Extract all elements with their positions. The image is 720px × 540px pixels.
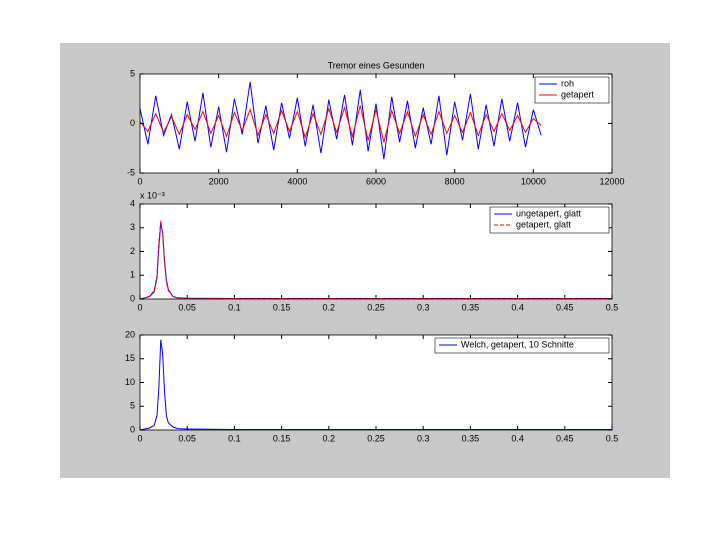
data-line <box>139 105 542 143</box>
legend-box <box>489 206 610 234</box>
y-tick-label: 10 <box>125 377 135 387</box>
y-tick-label: 20 <box>125 329 135 339</box>
legend-box <box>534 76 610 104</box>
x-tick-label: 0.4 <box>511 302 524 312</box>
y-tick-label: 4 <box>130 198 135 208</box>
y-tick-label: 15 <box>125 353 135 363</box>
legend-label: roh <box>561 78 574 88</box>
chart-title: Tremor eines Gesunden <box>328 60 425 70</box>
y-tick-label: 2 <box>130 246 135 256</box>
x-tick-label: 0.3 <box>417 433 430 443</box>
x-tick-label: 0 <box>137 176 142 186</box>
x-tick-label: 0.35 <box>462 302 480 312</box>
data-line <box>139 220 612 300</box>
y-tick-label: 0 <box>130 293 135 303</box>
x-tick-label: 6000 <box>366 176 386 186</box>
x-tick-label: 0.3 <box>417 302 430 312</box>
x-tick-label: 2000 <box>209 176 229 186</box>
x-tick-label: 0.5 <box>606 433 619 443</box>
x-tick-label: 0.15 <box>273 433 291 443</box>
x-tick-label: 0.45 <box>556 302 574 312</box>
x-tick-label: 0.05 <box>178 433 196 443</box>
x-tick-label: 0.5 <box>606 302 619 312</box>
x-tick-label: 0.15 <box>273 302 291 312</box>
data-line <box>139 81 542 160</box>
x-tick-label: 0.25 <box>367 302 385 312</box>
axes-background <box>140 74 612 173</box>
legend-box <box>434 337 610 354</box>
y-exponent: x 10⁻³ <box>140 190 165 200</box>
x-tick-label: 8000 <box>445 176 465 186</box>
x-tick-label: 4000 <box>287 176 307 186</box>
x-tick-label: 0.45 <box>556 433 574 443</box>
y-tick-label: 5 <box>130 68 135 78</box>
legend-label: getapert <box>561 89 595 99</box>
y-tick-label: 1 <box>130 270 135 280</box>
data-line <box>139 339 612 431</box>
x-tick-label: 0.2 <box>323 302 336 312</box>
x-tick-label: 0.1 <box>228 302 241 312</box>
x-tick-label: 10000 <box>521 176 546 186</box>
x-tick-label: 0 <box>137 302 142 312</box>
x-tick-label: 12000 <box>599 176 624 186</box>
x-tick-label: 0.25 <box>367 433 385 443</box>
x-tick-label: 0.1 <box>228 433 241 443</box>
x-tick-label: 0 <box>137 433 142 443</box>
legend-label: ungetapert, glatt <box>516 208 582 218</box>
legend-label: Welch, getapert, 10 Schnitte <box>461 339 574 349</box>
x-tick-label: 0.2 <box>323 433 336 443</box>
y-tick-label: 5 <box>130 401 135 411</box>
y-tick-label: 0 <box>130 118 135 128</box>
y-tick-label: 0 <box>130 424 135 434</box>
x-tick-label: 0.05 <box>178 302 196 312</box>
y-tick-label: -5 <box>127 167 135 177</box>
y-tick-label: 3 <box>130 222 135 232</box>
x-tick-label: 0.35 <box>462 433 480 443</box>
x-tick-label: 0.4 <box>511 433 524 443</box>
legend-label: getapert, glatt <box>516 219 572 229</box>
